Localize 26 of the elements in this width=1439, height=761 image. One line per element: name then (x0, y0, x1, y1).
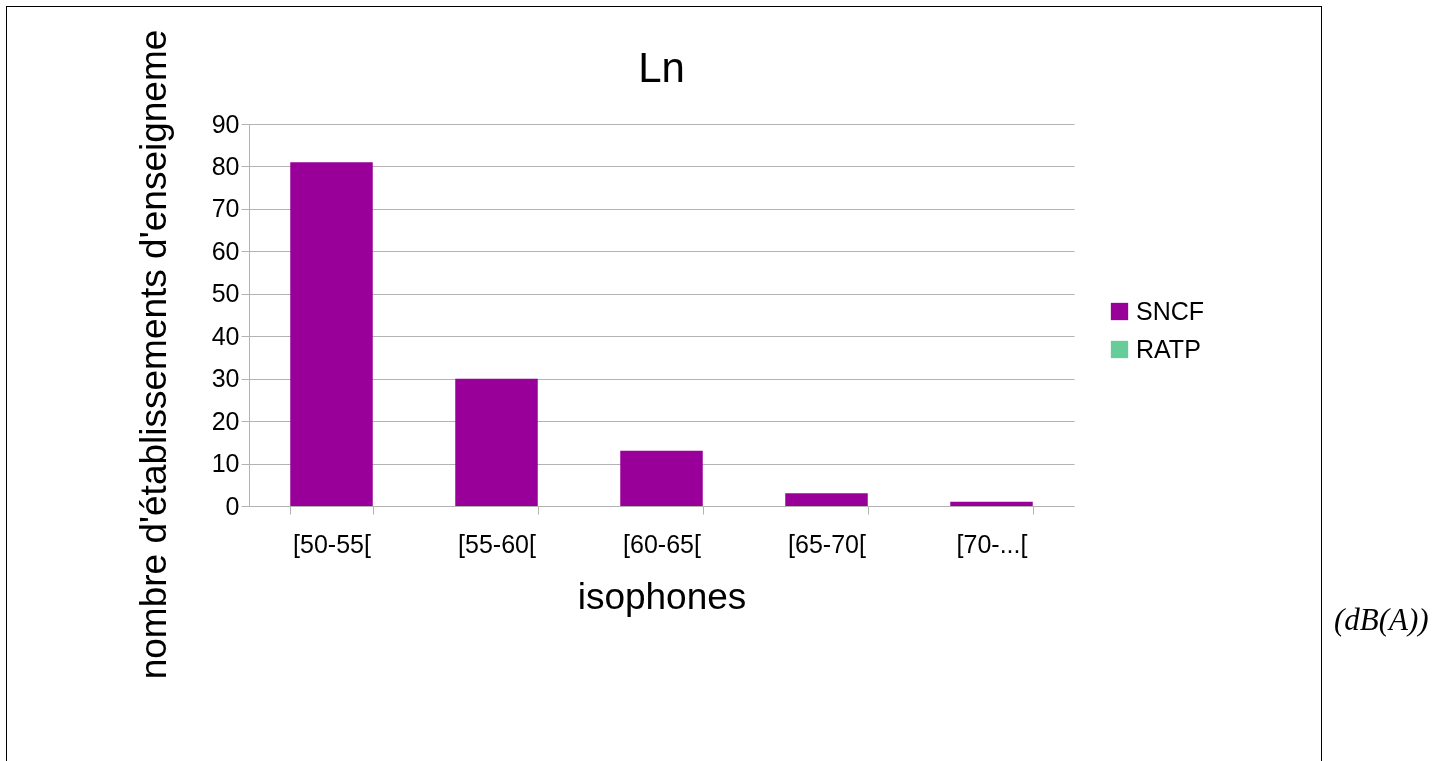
y-tick-label: 70 (211, 194, 240, 223)
y-tick-label: 0 (225, 491, 240, 520)
y-tick-label: 10 (211, 449, 240, 478)
x-tick-label: [60-65[ (623, 529, 701, 558)
x-tick-label: [50-55[ (293, 529, 371, 558)
x-tick-label: [70-...[ (956, 529, 1028, 558)
text: (dB(A)) (1334, 602, 1429, 638)
bar (290, 162, 373, 506)
y-axis-title: nombre d'établissements d'enseigneme (132, 29, 174, 680)
x-axis-title: isophones (577, 575, 747, 617)
y-tick-label: 60 (211, 236, 240, 265)
x-tick-label: [65-70[ (788, 529, 866, 558)
bar (455, 378, 538, 506)
y-tick-label: 50 (211, 279, 240, 308)
y-tick-label: 80 (211, 151, 240, 180)
x-tick-label: [55-60[ (458, 529, 536, 558)
bar (620, 450, 703, 506)
y-tick-label: 90 (211, 109, 240, 138)
legend-label: SNCF (1136, 296, 1205, 325)
chart-title: Ln (638, 44, 685, 92)
y-tick-label: 30 (211, 364, 240, 393)
bar (950, 501, 1033, 506)
y-tick-label: 20 (211, 406, 240, 435)
bar (785, 493, 868, 506)
legend-label: RATP (1136, 334, 1201, 363)
y-tick-label: 40 (211, 321, 240, 350)
